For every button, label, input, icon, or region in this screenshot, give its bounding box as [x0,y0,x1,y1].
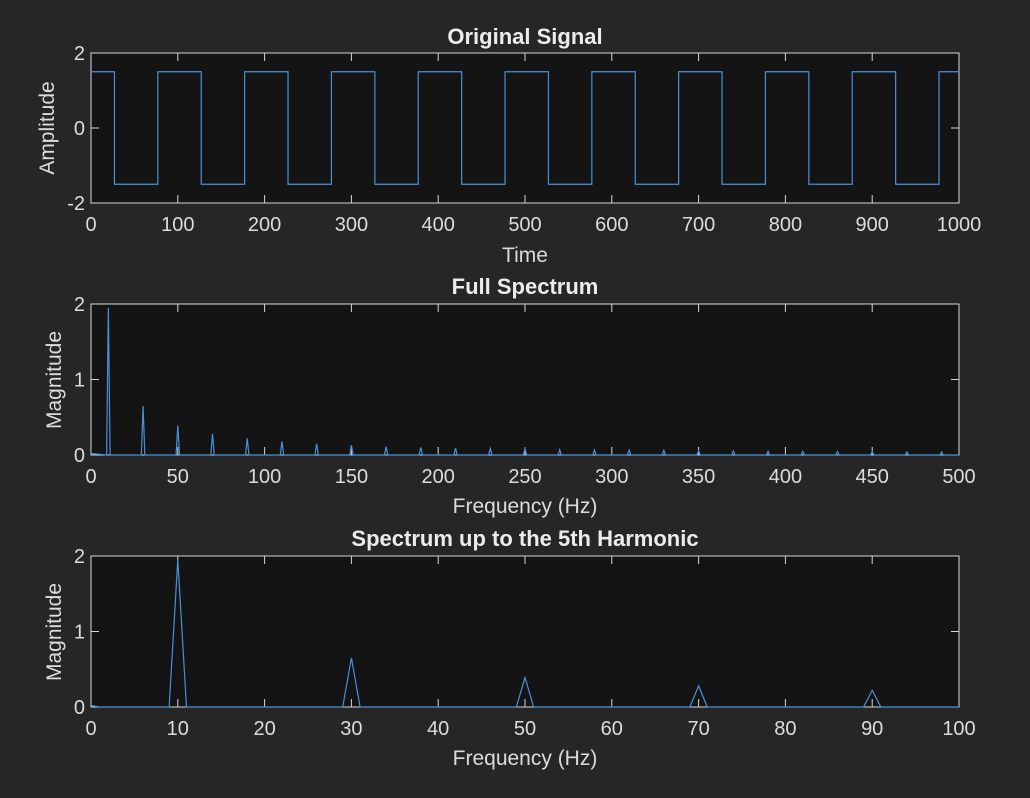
x-tick-label: 250 [508,466,541,488]
x-tick-label: 300 [595,466,628,488]
chart-title: Original Signal [447,24,602,49]
x-tick-label: 500 [508,214,541,236]
x-tick-label: 200 [248,214,281,236]
x-tick-label: 10 [167,718,189,740]
x-tick-label: 40 [427,718,449,740]
series-line [90,559,959,708]
y-axis-label: Magnitude [43,331,66,429]
x-tick-label: 200 [422,466,455,488]
x-tick-label: 600 [595,214,628,236]
x-tick-label: 20 [253,718,275,740]
axes-box [90,303,960,456]
plot-area [91,71,959,185]
y-tick-label: 1 [74,622,85,644]
x-tick-label: 500 [942,466,975,488]
x-tick-label: 900 [856,214,889,236]
chart-title: Spectrum up to the 5th Harmonic [351,526,698,551]
chart-title: Full Spectrum [452,274,599,299]
x-tick-label: 80 [774,718,796,740]
x-tick-label: 50 [514,718,536,740]
x-axis-label: Time [502,244,548,267]
x-tick-label: 350 [682,466,715,488]
x-tick-label: 100 [161,214,194,236]
x-tick-label: 100 [942,718,975,740]
subplot-original-signal: Original Signal Time Amplitude 0 100 200 30… [36,24,981,267]
x-tick-label: 0 [85,466,96,488]
x-tick-label: 50 [167,466,189,488]
x-tick-label: 0 [85,718,96,740]
x-tick-label: 700 [682,214,715,236]
y-tick-label: 2 [74,43,85,65]
y-axis-label: Magnitude [43,583,66,681]
x-tick-label: 1000 [937,214,982,236]
axes-box [90,555,960,708]
series-line [90,307,959,456]
y-tick-label: 0 [74,697,85,719]
x-tick-label: 450 [856,466,889,488]
y-tick-label: 2 [74,546,85,568]
plot-area [90,307,959,456]
x-tick-label: 150 [335,466,368,488]
x-tick-label: 800 [769,214,802,236]
tick-group: 0 100 200 300 400 500 600 700 800 900 1000-202 [67,43,981,236]
x-tick-label: 300 [335,214,368,236]
y-tick-label: 0 [74,118,85,140]
y-tick-label: 2 [74,294,85,316]
x-tick-label: 0 [85,214,96,236]
x-tick-label: 100 [248,466,281,488]
x-tick-label: 90 [861,718,883,740]
x-tick-label: 60 [601,718,623,740]
plot-area [90,559,959,708]
series-line [91,71,959,185]
y-tick-label: 1 [74,370,85,392]
y-axis-label: Amplitude [36,81,59,174]
axes-box [90,52,960,204]
x-tick-label: 30 [340,718,362,740]
tick-group: 0 50 100 150 200 250 300 350 400 450 500 0 1 2 [74,294,976,488]
tick-group: 0 10 20 30 40 50 60 70 80 90 100 0 1 2 [74,546,976,740]
x-axis-label: Frequency (Hz) [453,495,598,518]
subplot-full-spectrum: Full Spectrum Frequency (Hz) Magnitude 0… [43,274,976,518]
y-tick-label: 0 [74,445,85,467]
x-tick-label: 400 [422,214,455,236]
x-tick-label: 400 [769,466,802,488]
x-axis-label: Frequency (Hz) [453,747,598,770]
x-tick-label: 70 [687,718,709,740]
y-tick-label: -2 [67,193,85,215]
subplot-fifth-harmonic: Spectrum up to the 5th Harmonic Frequenc… [43,526,976,770]
